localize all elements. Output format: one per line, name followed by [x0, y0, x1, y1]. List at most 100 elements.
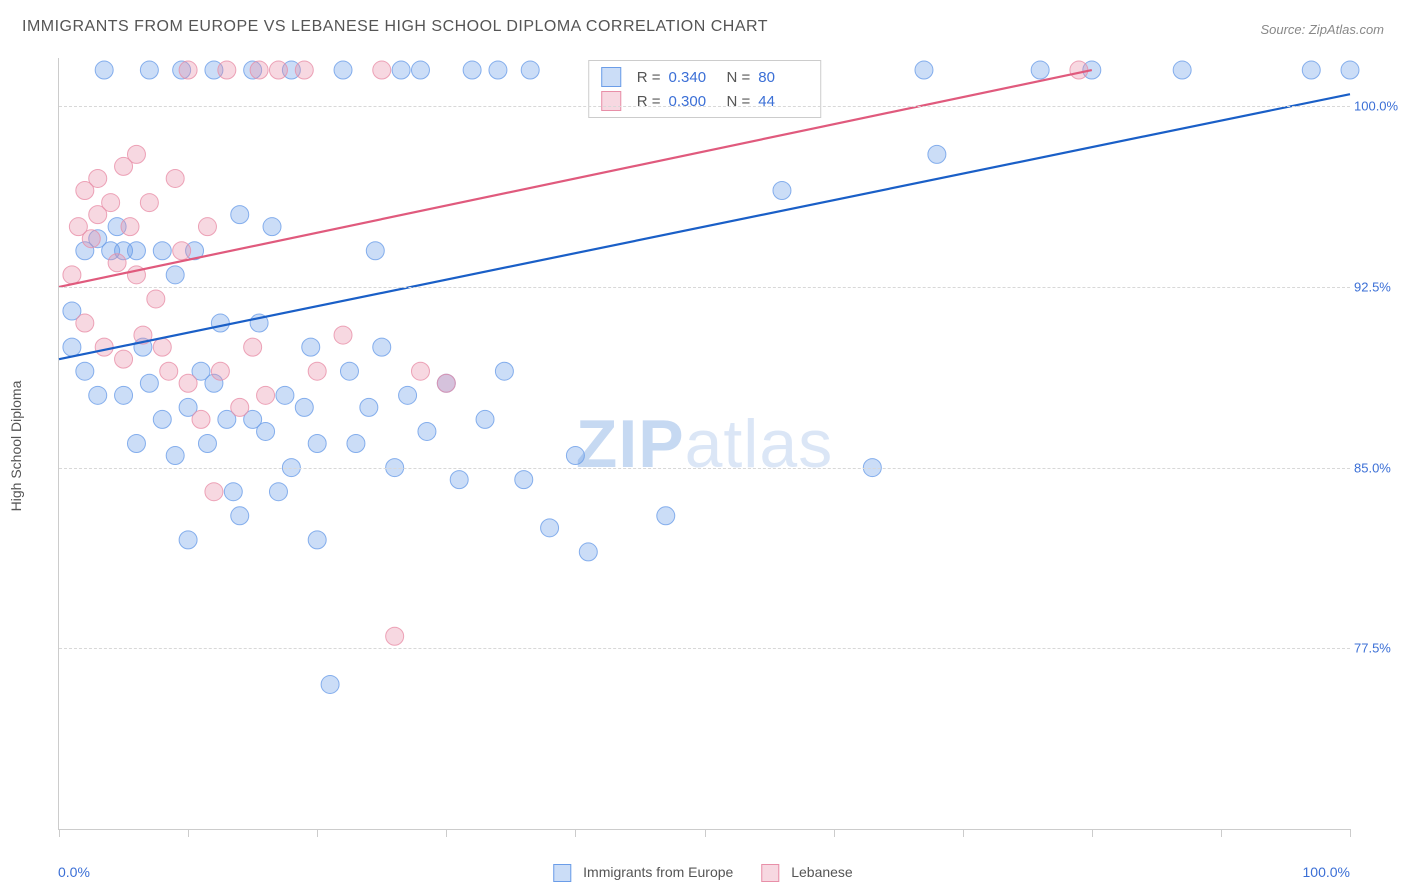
- scatter-point: [302, 338, 320, 356]
- n-label: N =: [727, 69, 751, 86]
- scatter-point: [263, 218, 281, 236]
- scatter-point: [198, 435, 216, 453]
- swatch-lebanese: [601, 91, 621, 111]
- scatter-point: [63, 266, 81, 284]
- scatter-point: [541, 519, 559, 537]
- series-legend: Immigrants from Europe Lebanese: [553, 864, 852, 882]
- scatter-point: [773, 182, 791, 200]
- scatter-point: [192, 410, 210, 428]
- scatter-point: [250, 61, 268, 79]
- scatter-point: [334, 326, 352, 344]
- n-value-europe: 80: [758, 69, 808, 86]
- y-tick-label: 100.0%: [1354, 99, 1404, 114]
- scatter-point: [153, 338, 171, 356]
- scatter-point: [198, 218, 216, 236]
- scatter-point: [418, 422, 436, 440]
- scatter-point: [115, 350, 133, 368]
- chart-title: IMMIGRANTS FROM EUROPE VS LEBANESE HIGH …: [22, 18, 768, 36]
- scatter-point: [76, 362, 94, 380]
- scatter-point: [308, 435, 326, 453]
- scatter-point: [657, 507, 675, 525]
- scatter-point: [121, 218, 139, 236]
- scatter-point: [373, 338, 391, 356]
- r-label: R =: [637, 69, 661, 86]
- scatter-point: [411, 362, 429, 380]
- scatter-point: [411, 61, 429, 79]
- scatter-point: [224, 483, 242, 501]
- plot-area: ZIPatlas R = 0.340 N = 80 R = 0.300 N = …: [58, 58, 1350, 830]
- scatter-point: [166, 447, 184, 465]
- scatter-point: [334, 61, 352, 79]
- trend-line: [59, 94, 1350, 359]
- scatter-point: [140, 61, 158, 79]
- scatter-point: [308, 531, 326, 549]
- scatter-point: [1302, 61, 1320, 79]
- scatter-point: [340, 362, 358, 380]
- scatter-point: [295, 61, 313, 79]
- scatter-point: [108, 254, 126, 272]
- scatter-point: [95, 61, 113, 79]
- scatter-point: [153, 410, 171, 428]
- scatter-chart-svg: [59, 58, 1350, 829]
- scatter-point: [218, 61, 236, 79]
- scatter-point: [127, 242, 145, 260]
- scatter-point: [515, 471, 533, 489]
- scatter-point: [231, 398, 249, 416]
- legend-label-lebanese: Lebanese: [791, 864, 853, 880]
- scatter-point: [392, 61, 410, 79]
- scatter-point: [566, 447, 584, 465]
- scatter-point: [82, 230, 100, 248]
- scatter-point: [450, 471, 468, 489]
- scatter-point: [115, 386, 133, 404]
- scatter-point: [160, 362, 178, 380]
- scatter-point: [295, 398, 313, 416]
- scatter-point: [579, 543, 597, 561]
- scatter-point: [1070, 61, 1088, 79]
- x-axis-min-label: 0.0%: [58, 864, 90, 880]
- scatter-point: [127, 435, 145, 453]
- scatter-point: [399, 386, 417, 404]
- scatter-point: [386, 627, 404, 645]
- scatter-point: [166, 266, 184, 284]
- scatter-point: [95, 338, 113, 356]
- scatter-point: [437, 374, 455, 392]
- swatch-europe: [601, 67, 621, 87]
- scatter-point: [489, 61, 507, 79]
- scatter-point: [476, 410, 494, 428]
- scatter-point: [166, 169, 184, 187]
- scatter-point: [495, 362, 513, 380]
- scatter-point: [373, 61, 391, 79]
- scatter-point: [308, 362, 326, 380]
- scatter-point: [1173, 61, 1191, 79]
- scatter-point: [1031, 61, 1049, 79]
- scatter-point: [89, 386, 107, 404]
- scatter-point: [76, 314, 94, 332]
- scatter-point: [127, 145, 145, 163]
- scatter-point: [153, 242, 171, 260]
- scatter-point: [89, 169, 107, 187]
- legend-item-lebanese: Lebanese: [761, 864, 852, 882]
- scatter-point: [211, 314, 229, 332]
- scatter-point: [140, 194, 158, 212]
- scatter-point: [347, 435, 365, 453]
- scatter-point: [231, 206, 249, 224]
- x-axis-max-label: 100.0%: [1303, 864, 1350, 880]
- scatter-point: [276, 386, 294, 404]
- scatter-point: [360, 398, 378, 416]
- scatter-point: [269, 61, 287, 79]
- scatter-point: [211, 362, 229, 380]
- scatter-point: [147, 290, 165, 308]
- scatter-point: [257, 422, 275, 440]
- scatter-point: [173, 242, 191, 260]
- scatter-point: [244, 338, 262, 356]
- y-axis-title: High School Diploma: [8, 381, 24, 512]
- scatter-point: [928, 145, 946, 163]
- scatter-point: [257, 386, 275, 404]
- scatter-point: [179, 374, 197, 392]
- swatch-lebanese: [761, 864, 779, 882]
- scatter-point: [102, 194, 120, 212]
- r-value-europe: 0.340: [669, 69, 719, 86]
- y-tick-label: 92.5%: [1354, 279, 1404, 294]
- scatter-point: [269, 483, 287, 501]
- scatter-point: [321, 675, 339, 693]
